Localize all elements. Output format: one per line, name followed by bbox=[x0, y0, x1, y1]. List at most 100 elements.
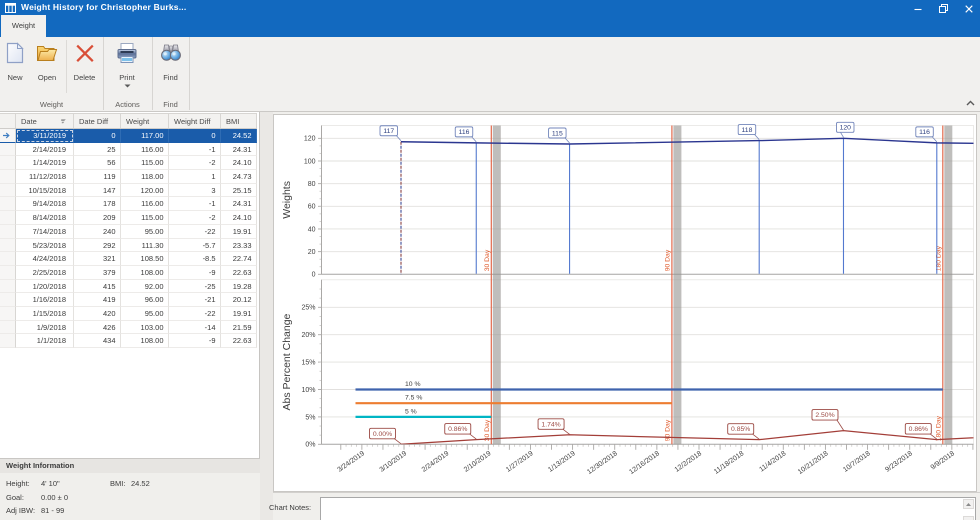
chart-notes-input[interactable] bbox=[320, 497, 976, 520]
cell-weight-diff[interactable]: -2 bbox=[169, 211, 221, 225]
find-button[interactable]: Find bbox=[155, 40, 186, 100]
cell-weight[interactable]: 96.00 bbox=[121, 293, 169, 307]
cell-weight-diff[interactable]: 0 bbox=[169, 129, 221, 143]
cell-bmi[interactable]: 22.74 bbox=[221, 252, 257, 266]
cell-weight-diff[interactable]: -1 bbox=[169, 197, 221, 212]
cell-weight[interactable]: 108.50 bbox=[121, 252, 169, 266]
cell-weight[interactable]: 108.00 bbox=[121, 265, 169, 280]
cell-weight[interactable]: 116.00 bbox=[121, 197, 169, 212]
cell-date[interactable]: 1/9/2018 bbox=[16, 320, 74, 335]
cell-date[interactable]: 1/14/2019 bbox=[16, 156, 74, 171]
cell-bmi[interactable]: 22.63 bbox=[221, 334, 257, 348]
table-row[interactable]: 8/14/2018 209 115.00 -2 24.10 bbox=[0, 211, 257, 225]
cell-date-diff[interactable]: 178 bbox=[74, 197, 121, 212]
cell-date[interactable]: 1/1/2018 bbox=[16, 334, 74, 348]
cell-date-diff[interactable]: 426 bbox=[74, 320, 121, 335]
cell-date-diff[interactable]: 56 bbox=[74, 156, 121, 171]
cell-date[interactable]: 1/15/2018 bbox=[16, 306, 74, 321]
cell-bmi[interactable]: 24.31 bbox=[221, 197, 257, 212]
cell-date-diff[interactable]: 25 bbox=[74, 142, 121, 157]
cell-bmi[interactable]: 22.63 bbox=[221, 265, 257, 280]
cell-date[interactable]: 1/20/2018 bbox=[16, 279, 74, 294]
panel-splitter[interactable] bbox=[260, 112, 273, 520]
column-header-bmi[interactable]: BMI bbox=[221, 114, 257, 128]
cell-weight-diff[interactable]: -9 bbox=[169, 334, 221, 348]
cell-weight[interactable]: 118.00 bbox=[121, 170, 169, 184]
table-row[interactable]: 9/14/2018 178 116.00 -1 24.31 bbox=[0, 197, 257, 212]
cell-date-diff[interactable]: 419 bbox=[74, 293, 121, 307]
cell-bmi[interactable]: 24.10 bbox=[221, 156, 257, 171]
column-header-date-diff[interactable]: Date Diff bbox=[74, 114, 121, 128]
cell-date-diff[interactable]: 420 bbox=[74, 306, 121, 321]
cell-weight-diff[interactable]: -14 bbox=[169, 320, 221, 335]
open-button[interactable]: Open bbox=[33, 40, 61, 100]
cell-weight-diff[interactable]: -1 bbox=[169, 142, 221, 157]
table-row[interactable]: 1/15/2018 420 95.00 -22 19.91 bbox=[0, 306, 257, 321]
cell-weight-diff[interactable]: -8.5 bbox=[169, 252, 221, 266]
column-header-date[interactable]: Date bbox=[16, 114, 74, 128]
table-row[interactable]: 1/16/2018 419 96.00 -21 20.12 bbox=[0, 293, 257, 307]
cell-weight-diff[interactable]: -22 bbox=[169, 306, 221, 321]
new-button[interactable]: New bbox=[1, 40, 29, 100]
cell-date[interactable]: 1/16/2018 bbox=[16, 293, 74, 307]
delete-button[interactable]: Delete bbox=[69, 40, 100, 100]
close-button[interactable] bbox=[960, 3, 978, 14]
table-row[interactable]: 1/14/2019 56 115.00 -2 24.10 bbox=[0, 156, 257, 171]
scroll-up-button[interactable] bbox=[963, 499, 974, 509]
cell-weight[interactable]: 95.00 bbox=[121, 306, 169, 321]
table-row[interactable]: 1/9/2018 426 103.00 -14 21.59 bbox=[0, 320, 257, 335]
table-row[interactable]: 2/25/2018 379 108.00 -9 22.63 bbox=[0, 265, 257, 280]
cell-date[interactable]: 5/23/2018 bbox=[16, 238, 74, 253]
cell-bmi[interactable]: 25.15 bbox=[221, 183, 257, 198]
cell-weight[interactable]: 116.00 bbox=[121, 142, 169, 157]
cell-weight[interactable]: 120.00 bbox=[121, 183, 169, 198]
cell-date[interactable]: 2/14/2019 bbox=[16, 142, 74, 157]
scroll-down-button[interactable] bbox=[963, 516, 974, 520]
cell-date-diff[interactable]: 379 bbox=[74, 265, 121, 280]
cell-bmi[interactable]: 24.10 bbox=[221, 211, 257, 225]
cell-bmi[interactable]: 19.91 bbox=[221, 224, 257, 239]
cell-date-diff[interactable]: 415 bbox=[74, 279, 121, 294]
table-row[interactable]: 4/24/2018 321 108.50 -8.5 22.74 bbox=[0, 252, 257, 266]
cell-weight[interactable]: 92.00 bbox=[121, 279, 169, 294]
table-row[interactable]: 11/12/2018 119 118.00 1 24.73 bbox=[0, 170, 257, 184]
column-header-weight[interactable]: Weight bbox=[121, 114, 169, 128]
restore-button[interactable] bbox=[934, 3, 952, 14]
cell-weight-diff[interactable]: 1 bbox=[169, 170, 221, 184]
cell-weight-diff[interactable]: -25 bbox=[169, 279, 221, 294]
table-row[interactable]: 7/14/2018 240 95.00 -22 19.91 bbox=[0, 224, 257, 239]
cell-date[interactable]: 4/24/2018 bbox=[16, 252, 74, 266]
cell-weight[interactable]: 117.00 bbox=[121, 129, 169, 143]
column-header-weight-diff[interactable]: Weight Diff bbox=[169, 114, 221, 128]
cell-weight[interactable]: 115.00 bbox=[121, 156, 169, 171]
cell-date-diff[interactable]: 119 bbox=[74, 170, 121, 184]
minimize-button[interactable] bbox=[909, 3, 927, 14]
table-row[interactable]: 3/11/2019 0 117.00 0 24.52 bbox=[0, 129, 257, 143]
cell-bmi[interactable]: 24.73 bbox=[221, 170, 257, 184]
cell-bmi[interactable]: 19.91 bbox=[221, 306, 257, 321]
table-row[interactable]: 1/20/2018 415 92.00 -25 19.28 bbox=[0, 279, 257, 294]
cell-weight[interactable]: 115.00 bbox=[121, 211, 169, 225]
cell-date-diff[interactable]: 292 bbox=[74, 238, 121, 253]
table-row[interactable]: 5/23/2018 292 111.30 -5.7 23.33 bbox=[0, 238, 257, 253]
cell-date-diff[interactable]: 0 bbox=[74, 129, 121, 143]
tab-weight[interactable]: Weight bbox=[1, 15, 46, 37]
cell-date[interactable]: 10/15/2018 bbox=[16, 183, 74, 198]
collapse-ribbon-button[interactable] bbox=[964, 97, 976, 109]
cell-weight-diff[interactable]: -5.7 bbox=[169, 238, 221, 253]
table-row[interactable]: 10/15/2018 147 120.00 3 25.15 bbox=[0, 183, 257, 198]
cell-weight-diff[interactable]: -21 bbox=[169, 293, 221, 307]
cell-weight-diff[interactable]: -2 bbox=[169, 156, 221, 171]
cell-date-diff[interactable]: 434 bbox=[74, 334, 121, 348]
cell-weight-diff[interactable]: -22 bbox=[169, 224, 221, 239]
cell-date-diff[interactable]: 321 bbox=[74, 252, 121, 266]
cell-bmi[interactable]: 20.12 bbox=[221, 293, 257, 307]
cell-weight-diff[interactable]: 3 bbox=[169, 183, 221, 198]
cell-bmi[interactable]: 23.33 bbox=[221, 238, 257, 253]
notes-scrollbar[interactable] bbox=[963, 499, 974, 520]
cell-bmi[interactable]: 24.52 bbox=[221, 129, 257, 143]
cell-date-diff[interactable]: 147 bbox=[74, 183, 121, 198]
cell-bmi[interactable]: 24.31 bbox=[221, 142, 257, 157]
cell-date[interactable]: 2/25/2018 bbox=[16, 265, 74, 280]
cell-bmi[interactable]: 19.28 bbox=[221, 279, 257, 294]
